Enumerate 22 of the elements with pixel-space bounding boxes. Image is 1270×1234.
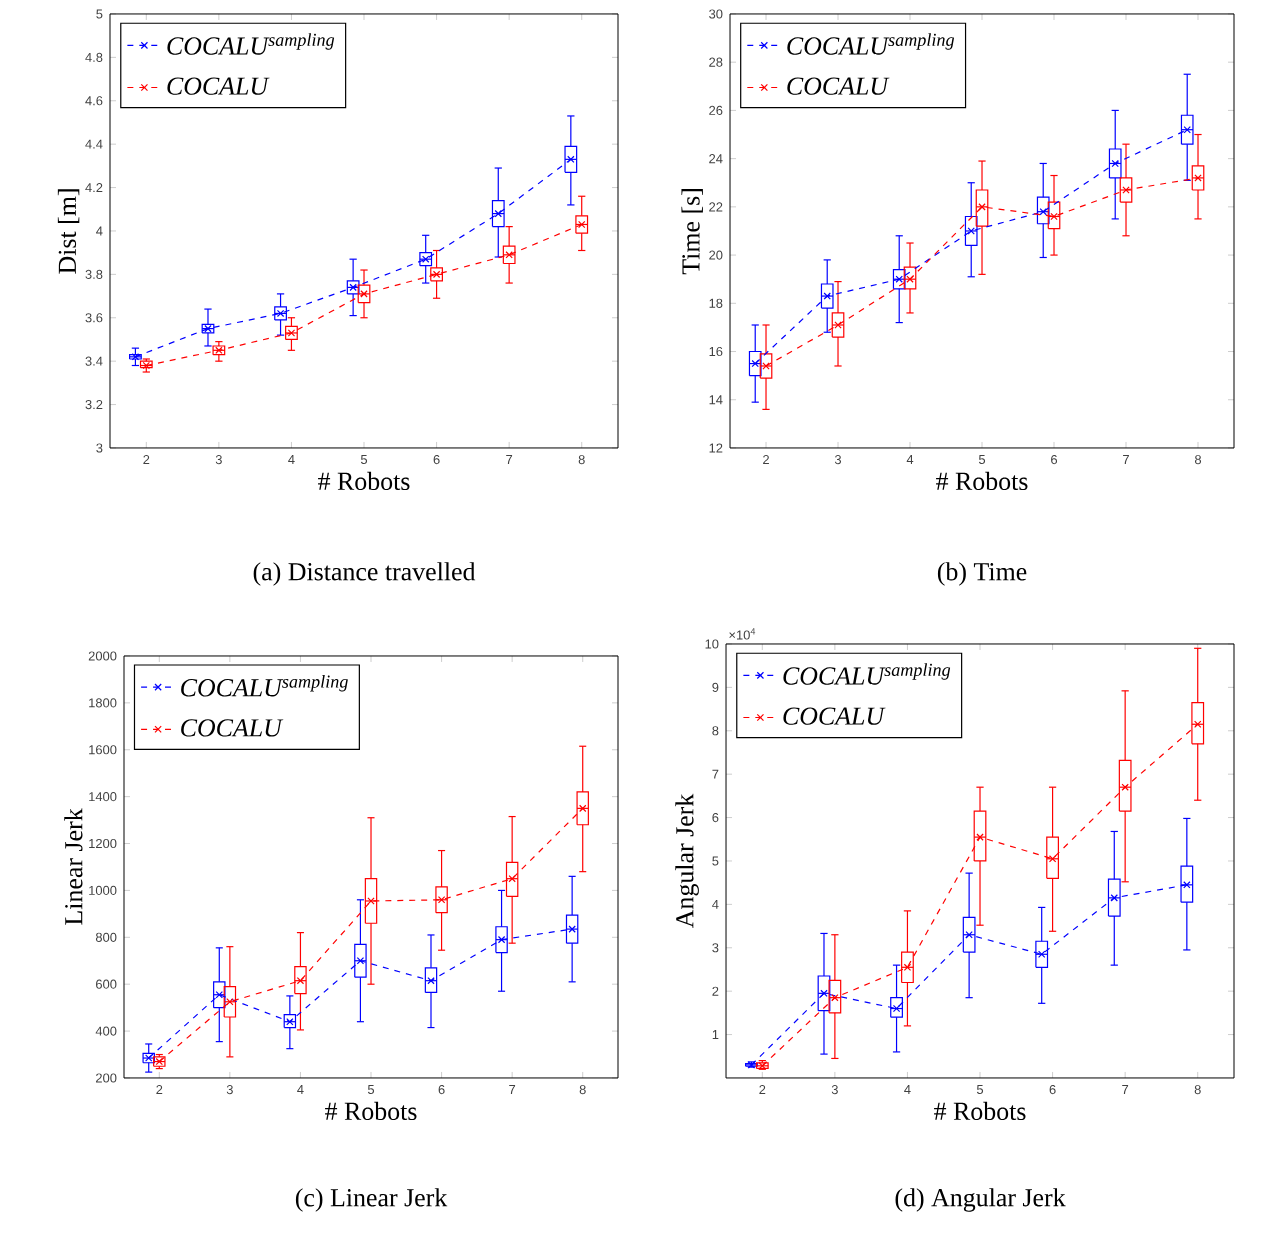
y-axis-title: Angular Jerk bbox=[675, 793, 699, 928]
point bbox=[978, 203, 986, 211]
legend-label: COCALU$^{sampling}$ bbox=[783, 663, 951, 685]
text: (a) Distance travelled bbox=[253, 562, 476, 586]
legend-label: COCALU$^{sampling}$ bbox=[787, 33, 955, 55]
x-axis-title: # Robots bbox=[936, 471, 1028, 491]
legend-label: COCALU bbox=[167, 77, 270, 95]
point bbox=[1110, 894, 1118, 902]
text: (b) Time bbox=[937, 562, 1027, 586]
legend-label: COCALU$^{sampling}$ bbox=[181, 675, 348, 697]
legend-label: COCALU bbox=[181, 719, 284, 737]
x-axis-title: # Robots bbox=[325, 1101, 417, 1121]
legend-label: COCALU bbox=[783, 707, 886, 725]
legend-label: COCALU bbox=[787, 77, 890, 95]
text: (c) Linear Jerk bbox=[295, 1188, 448, 1212]
x-axis-title: # Robots bbox=[934, 1101, 1026, 1121]
text: (d) Angular Jerk bbox=[895, 1188, 1066, 1212]
y-axis-title: Time [s] bbox=[681, 189, 703, 275]
legend-label: COCALU$^{sampling}$ bbox=[167, 33, 335, 55]
x-axis-title: # Robots bbox=[318, 471, 410, 491]
y-axis-title: Dist [m] bbox=[57, 189, 80, 274]
y-axis-title: Linear Jerk bbox=[64, 808, 83, 925]
